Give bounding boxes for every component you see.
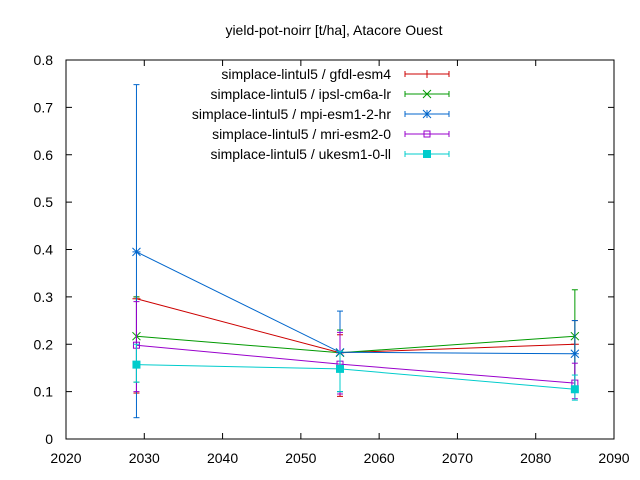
legend-marker: [423, 130, 431, 138]
marker-stroke: [422, 89, 432, 99]
x-tick-label: 2040: [207, 450, 238, 466]
series-1: [132, 289, 580, 393]
marker-stroke: [570, 349, 580, 359]
series-line: [136, 364, 575, 390]
y-tick-label: 0.8: [34, 52, 54, 68]
legend-entry-4: simplace-lintul5 / ukesm1-0-ll: [210, 146, 450, 162]
marker-stroke: [423, 130, 431, 138]
legend-label: simplace-lintul5 / mri-esm2-0: [212, 126, 391, 142]
x-tick-label: 2030: [129, 450, 160, 466]
data-point: [570, 385, 579, 394]
axes: 2020 2030 2040 2050 2060 2070 2080 2090 0 0.1 0.2 0…: [34, 52, 630, 466]
y-tick-label: 0.6: [34, 147, 54, 163]
x-tick-label: 2050: [285, 450, 316, 466]
x-tick-label: 2090: [598, 450, 629, 466]
x-tick-label: 2020: [50, 450, 81, 466]
data-point: [336, 364, 344, 373]
marker-stroke: [423, 150, 431, 158]
legend-label: simplace-lintul5 / mpi-esm1-2-hr: [192, 106, 392, 122]
marker-stroke: [132, 247, 141, 257]
legend-marker: [423, 70, 431, 78]
data-point: [570, 349, 580, 359]
y-tick-label: 0.3: [34, 289, 54, 305]
marker-stroke: [422, 109, 432, 119]
legend-label: simplace-lintul5 / gfdl-esm4: [221, 66, 391, 82]
data-point: [132, 247, 141, 257]
series-line: [136, 251, 575, 355]
y-tick-label: 0.5: [34, 194, 54, 210]
y-tick-label: 0: [45, 431, 53, 447]
legend-entry-1: simplace-lintul5 / ipsl-cm6a-lr: [211, 86, 450, 102]
data-point: [132, 360, 141, 369]
x-tick-label: 2080: [520, 450, 551, 466]
marker-stroke: [336, 364, 344, 373]
y-tick-label: 0.4: [34, 242, 54, 258]
marker-stroke: [132, 360, 141, 369]
legend-entry-2: simplace-lintul5 / mpi-esm1-2-hr: [192, 106, 450, 122]
series-4: [132, 343, 579, 401]
legend-marker: [422, 89, 432, 99]
series-0: [132, 294, 579, 397]
legend-entry-3: simplace-lintul5 / mri-esm2-0: [212, 126, 450, 142]
marker-stroke: [570, 385, 579, 394]
legend-marker: [422, 109, 432, 119]
series-line: [136, 344, 575, 384]
legend-label: simplace-lintul5 / ukesm1-0-ll: [210, 146, 391, 162]
series-line: [136, 298, 575, 354]
legend-entry-0: simplace-lintul5 / gfdl-esm4: [221, 66, 450, 82]
legend-label: simplace-lintul5 / ipsl-cm6a-lr: [211, 86, 392, 102]
series-layer: [132, 84, 580, 419]
y-tick-label: 0.1: [34, 384, 54, 400]
x-tick-label: 2070: [442, 450, 473, 466]
chart-title: yield-pot-noirr [t/ha], Atacore Ouest: [225, 22, 442, 38]
legend: simplace-lintul5 / gfdl-esm4 simplace-lin…: [192, 66, 450, 162]
legend-marker: [423, 150, 431, 158]
series-line: [136, 335, 575, 354]
x-tick-label: 2060: [364, 450, 395, 466]
y-tick-label: 0.7: [34, 99, 54, 115]
y-tick-label: 0.2: [34, 336, 54, 352]
